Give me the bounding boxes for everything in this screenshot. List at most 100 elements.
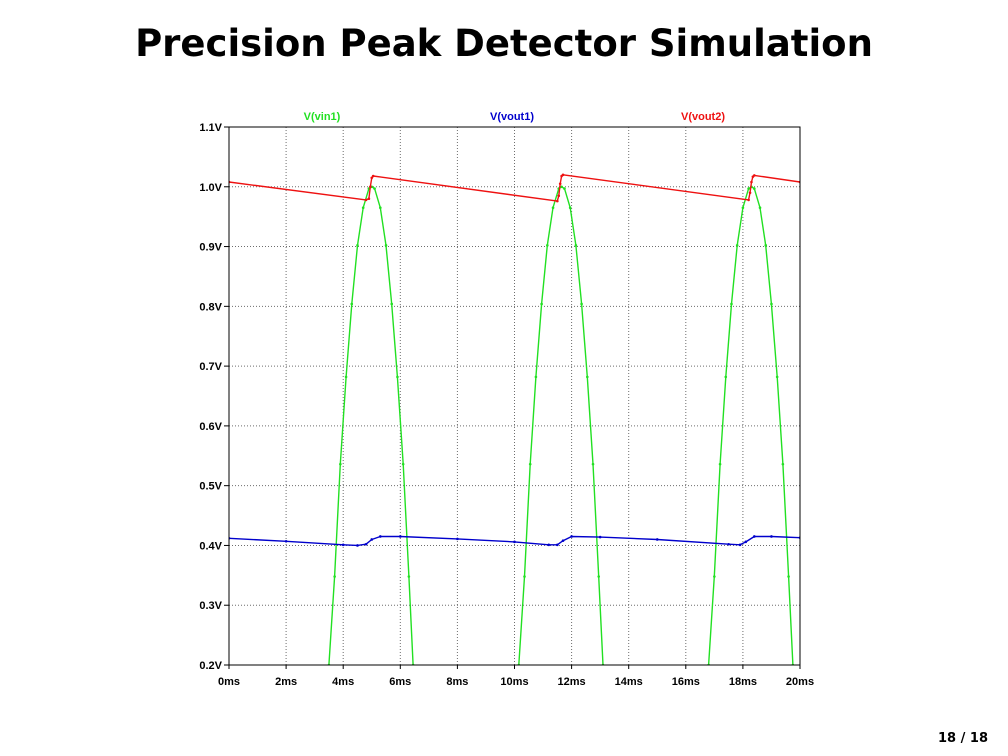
data-point <box>556 199 559 203</box>
data-point <box>401 462 405 466</box>
y-tick-label: 0.2V <box>199 660 222 672</box>
data-point <box>356 244 359 247</box>
data-point <box>369 185 372 189</box>
x-tick-label: 10ms <box>500 676 528 688</box>
data-point <box>770 535 773 538</box>
data-point <box>558 182 562 186</box>
data-point <box>735 244 739 247</box>
slide-title: Precision Peak Detector Simulation <box>135 22 873 65</box>
data-point <box>364 542 368 546</box>
data-point <box>284 539 288 543</box>
x-tick-label: 14ms <box>615 676 643 688</box>
data-point <box>598 535 602 539</box>
y-tick-label: 0.8V <box>199 301 222 313</box>
data-point <box>586 375 589 379</box>
page-number: 18 / 18 <box>938 731 988 746</box>
data-point <box>379 206 382 209</box>
data-point <box>407 575 411 578</box>
data-point <box>570 535 573 538</box>
data-point <box>534 375 538 379</box>
data-point <box>341 543 345 547</box>
plot-frame <box>228 126 801 666</box>
data-point <box>350 302 354 306</box>
data-point <box>747 187 750 190</box>
y-tick-label: 1.1V <box>199 122 222 134</box>
data-point <box>738 543 742 547</box>
x-tick-label: 6ms <box>389 676 411 688</box>
data-point <box>787 575 790 578</box>
data-point <box>384 244 388 247</box>
data-point <box>546 244 549 247</box>
x-tick-label: 4ms <box>332 676 354 688</box>
data-point <box>758 206 762 209</box>
x-tick-label: 8ms <box>446 676 468 688</box>
data-point <box>580 302 583 306</box>
data-point <box>367 197 371 201</box>
y-tick-label: 0.5V <box>199 481 222 493</box>
data-point <box>557 194 561 198</box>
grid-lines <box>229 127 800 665</box>
data-point <box>568 206 572 209</box>
data-point <box>718 462 722 466</box>
data-point <box>574 244 578 247</box>
x-tick-label: 16ms <box>672 676 700 688</box>
data-point <box>456 537 459 541</box>
data-point <box>713 575 716 578</box>
data-point <box>333 575 336 578</box>
data-point <box>364 198 368 202</box>
y-tick-label: 1.0V <box>199 182 222 194</box>
data-point <box>399 535 402 538</box>
data-point <box>753 174 756 177</box>
data-point <box>748 191 752 195</box>
data-point <box>741 206 745 209</box>
data-point <box>744 540 748 544</box>
data-point <box>547 543 551 547</box>
data-point <box>753 535 756 538</box>
x-tick-label: 12ms <box>558 676 586 688</box>
tick-labels: 0ms 2ms 4ms 6ms 8ms 10ms 12ms 14ms 16ms 18ms 20ms 0… <box>199 122 814 688</box>
y-tick-label: 0.9V <box>199 242 222 254</box>
x-tick-label: 0ms <box>218 676 240 688</box>
data-point <box>551 206 555 209</box>
plot-frame-rect <box>228 126 801 666</box>
data-point <box>781 462 785 466</box>
series-line <box>518 186 604 665</box>
data-point <box>523 575 526 578</box>
data-point <box>560 185 563 189</box>
y-tick-label: 0.4V <box>199 540 222 552</box>
data-point <box>747 198 750 202</box>
data-point <box>556 543 559 547</box>
legend-label: V(vout2) <box>681 111 725 123</box>
data-point <box>344 375 348 379</box>
data-point <box>770 302 773 306</box>
data-point <box>361 206 365 209</box>
data-point <box>373 187 376 190</box>
x-tick-label: 2ms <box>275 676 297 688</box>
x-tick-label: 20ms <box>786 676 814 688</box>
x-tick-label: 18ms <box>729 676 757 688</box>
data-point <box>528 462 532 466</box>
data-point <box>390 302 394 306</box>
legend: V(vin1) V(vout1) V(vout2) <box>304 111 726 123</box>
data-point <box>540 302 543 306</box>
legend-label: V(vin1) <box>304 111 341 123</box>
data-point <box>724 375 728 379</box>
y-tick-label: 0.3V <box>199 600 222 612</box>
series-lines <box>229 173 800 665</box>
y-tick-label: 0.7V <box>199 361 222 373</box>
series-vvout1 <box>229 535 800 547</box>
legend-label: V(vout1) <box>490 111 534 123</box>
data-point <box>775 375 779 379</box>
data-point <box>561 173 565 177</box>
axis-ticks <box>224 126 801 669</box>
data-point <box>370 176 374 180</box>
data-point <box>750 180 753 184</box>
data-point <box>730 302 733 306</box>
data-point <box>561 539 565 542</box>
data-point <box>370 538 374 541</box>
data-point <box>379 535 382 538</box>
data-point <box>513 540 516 544</box>
y-tick-label: 0.6V <box>199 421 222 433</box>
data-point <box>339 462 342 466</box>
